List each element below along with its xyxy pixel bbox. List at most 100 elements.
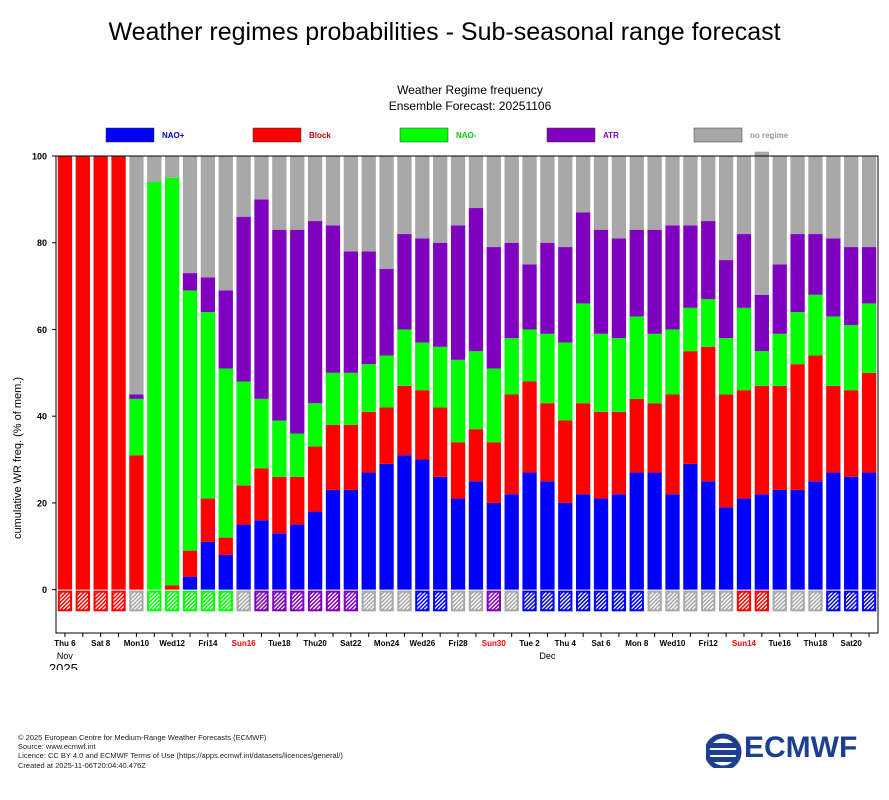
bar-block-29 <box>576 403 591 495</box>
bar-atr-45 <box>861 247 877 304</box>
bar-atr-43 <box>826 238 841 317</box>
legend-label: no regime <box>750 131 789 140</box>
bar-nao+-12 <box>272 533 287 590</box>
bar-atr-8 <box>200 277 216 313</box>
bar-no-regime-22 <box>450 156 466 226</box>
bar-block-4 <box>129 455 144 590</box>
bar-no-regime-28 <box>558 156 573 248</box>
bar-nao+-43 <box>826 472 841 590</box>
bar-no-regime-11 <box>254 156 269 200</box>
legend-item-nao-: NAO- <box>399 127 477 143</box>
dominant-regime-box-35 <box>683 590 698 612</box>
chart-subtitle: Ensemble Forecast: 20251106 <box>389 99 552 113</box>
y-tick-label: 80 <box>37 238 47 248</box>
bar-no-regime-41 <box>790 156 805 235</box>
dominant-regime-box-30 <box>593 590 609 612</box>
bar-no-regime-37 <box>718 156 734 261</box>
bar-nao+-45 <box>861 472 877 590</box>
legend-item-nao+: NAO+ <box>105 127 185 143</box>
dominant-regime-box-42 <box>808 590 823 612</box>
dominant-regime-box-8 <box>200 590 216 612</box>
bar-no-regime-6 <box>165 156 180 178</box>
bar-nao--40 <box>772 333 787 386</box>
bar-no-regime-32 <box>629 156 644 230</box>
bar-block-27 <box>540 403 555 482</box>
bar-atr-28 <box>558 247 573 343</box>
dominant-regime-box-29 <box>576 590 591 612</box>
bar-nao--9 <box>218 368 233 538</box>
bar-nao+-33 <box>647 472 662 590</box>
dominant-regime-box-43 <box>826 590 841 612</box>
bar-nao--43 <box>826 316 841 386</box>
bar-block-33 <box>647 403 662 473</box>
bar-no-regime-43 <box>826 156 841 239</box>
x-tick-label: Sat 6 <box>591 639 611 648</box>
bar-block-18 <box>379 407 394 464</box>
dominant-regime-box-32 <box>629 590 644 612</box>
bar-no-regime-44 <box>844 156 859 248</box>
bar-atr-30 <box>593 229 609 334</box>
dominant-regime-box-45 <box>861 590 877 612</box>
bar-nao+-40 <box>772 489 787 590</box>
bar-nao+-10 <box>236 524 251 590</box>
x-tick-label: Fri14 <box>198 639 218 648</box>
bar-nao--23 <box>468 351 484 430</box>
bar-atr-37 <box>718 260 734 339</box>
dominant-regime-box-21 <box>433 590 448 612</box>
x-tick-label: Tue 2 <box>519 639 540 648</box>
legend-swatch <box>546 127 596 143</box>
bar-atr-4 <box>129 394 144 399</box>
bar-block-19 <box>397 385 412 456</box>
bar-block-8 <box>200 498 216 542</box>
x-tick-label: Thu 4 <box>555 639 577 648</box>
bar-nao--7 <box>182 290 198 551</box>
bar-atr-7 <box>182 273 198 291</box>
created-text: Created at 2025-11-06T20:04:40.476Z <box>18 760 146 770</box>
bar-atr-9 <box>218 290 233 369</box>
bar-nao--19 <box>397 329 412 386</box>
dominant-regime-box-23 <box>468 590 484 612</box>
dominant-regime-box-34 <box>665 590 680 612</box>
bar-atr-18 <box>379 268 394 356</box>
bar-block-1 <box>75 156 90 590</box>
bar-no-regime-5 <box>147 156 162 183</box>
bar-no-regime-33 <box>647 156 662 230</box>
y-axis-label: cumulative WR freq. (% of mem.) <box>12 377 24 539</box>
dominant-regime-box-13 <box>290 590 305 612</box>
y-tick-label: 40 <box>37 412 47 422</box>
dominant-regime-box-20 <box>415 590 430 612</box>
bar-nao--10 <box>236 381 251 486</box>
x-tick-label: Wed12 <box>159 639 185 648</box>
bar-nao--13 <box>290 433 305 477</box>
bar-atr-31 <box>611 238 627 339</box>
bar-nao+-16 <box>343 489 358 590</box>
dominant-regime-box-36 <box>701 590 716 612</box>
dominant-regime-box-15 <box>325 590 341 612</box>
dominant-regime-box-4 <box>129 590 144 612</box>
bar-no-regime-45 <box>861 156 877 248</box>
bar-atr-11 <box>254 199 269 399</box>
plot-area <box>55 151 879 634</box>
bar-nao+-28 <box>558 502 573 590</box>
bar-no-regime-27 <box>540 156 555 243</box>
x-tick-label: Sat 8 <box>91 639 111 648</box>
bar-block-15 <box>325 424 341 490</box>
bar-atr-25 <box>504 242 519 339</box>
x-tick-label: Sun14 <box>732 639 757 648</box>
bar-nao--42 <box>808 294 823 356</box>
legend-label: NAO+ <box>162 131 185 140</box>
bar-nao+-23 <box>468 481 484 590</box>
bar-nao+-30 <box>593 498 609 590</box>
bar-nao--17 <box>361 364 376 412</box>
bar-block-14 <box>307 446 323 512</box>
x-tick-label: Tue16 <box>768 639 791 648</box>
bar-atr-15 <box>325 225 341 373</box>
bar-atr-38 <box>736 234 752 308</box>
bar-atr-29 <box>576 212 591 304</box>
bar-no-regime-36 <box>701 156 716 222</box>
bar-atr-39 <box>754 294 769 352</box>
bar-nao--12 <box>272 420 287 477</box>
dominant-regime-box-11 <box>254 590 269 612</box>
footer: © 2025 European Centre for Medium-Range … <box>18 733 343 770</box>
bar-no-regime-35 <box>683 156 698 226</box>
